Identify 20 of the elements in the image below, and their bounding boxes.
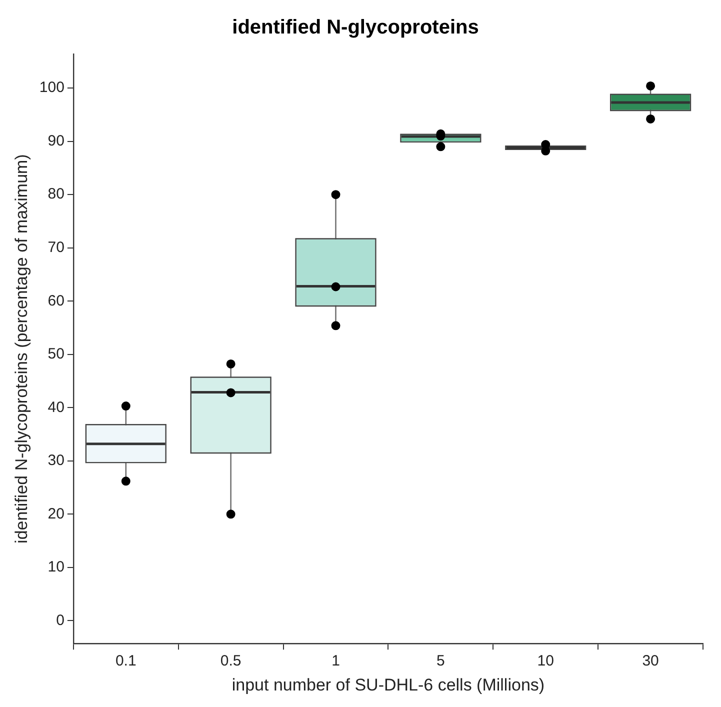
x-tick-label: 30 <box>642 652 659 670</box>
y-axis-title: identified N-glycoproteins (percentage of maximum) <box>12 154 31 544</box>
y-tick-label: 20 <box>48 505 64 522</box>
y-tick-label: 30 <box>48 452 64 470</box>
x-tick-label: 1 <box>332 652 340 670</box>
chart-title: identified N-glycoproteins <box>232 16 479 39</box>
x-tick-label: 0.1 <box>115 652 136 670</box>
y-tick-label: 60 <box>48 292 64 310</box>
y-tick-label: 80 <box>48 186 64 203</box>
x-tick-label: 0.5 <box>220 652 242 670</box>
y-tick-label: 70 <box>48 239 64 256</box>
x-axis-title: input number of SU-DHL-6 cells (Millions) <box>232 675 545 694</box>
y-tick-label: 10 <box>48 558 64 576</box>
x-tick-label: 5 <box>436 652 445 670</box>
y-tick-label: 50 <box>48 346 64 363</box>
y-tick-label: 90 <box>48 132 64 150</box>
y-tick-label: 100 <box>39 79 64 96</box>
x-tick-label: 10 <box>537 652 554 670</box>
y-tick-label: 40 <box>48 398 64 416</box>
y-tick-label: 0 <box>56 612 64 629</box>
